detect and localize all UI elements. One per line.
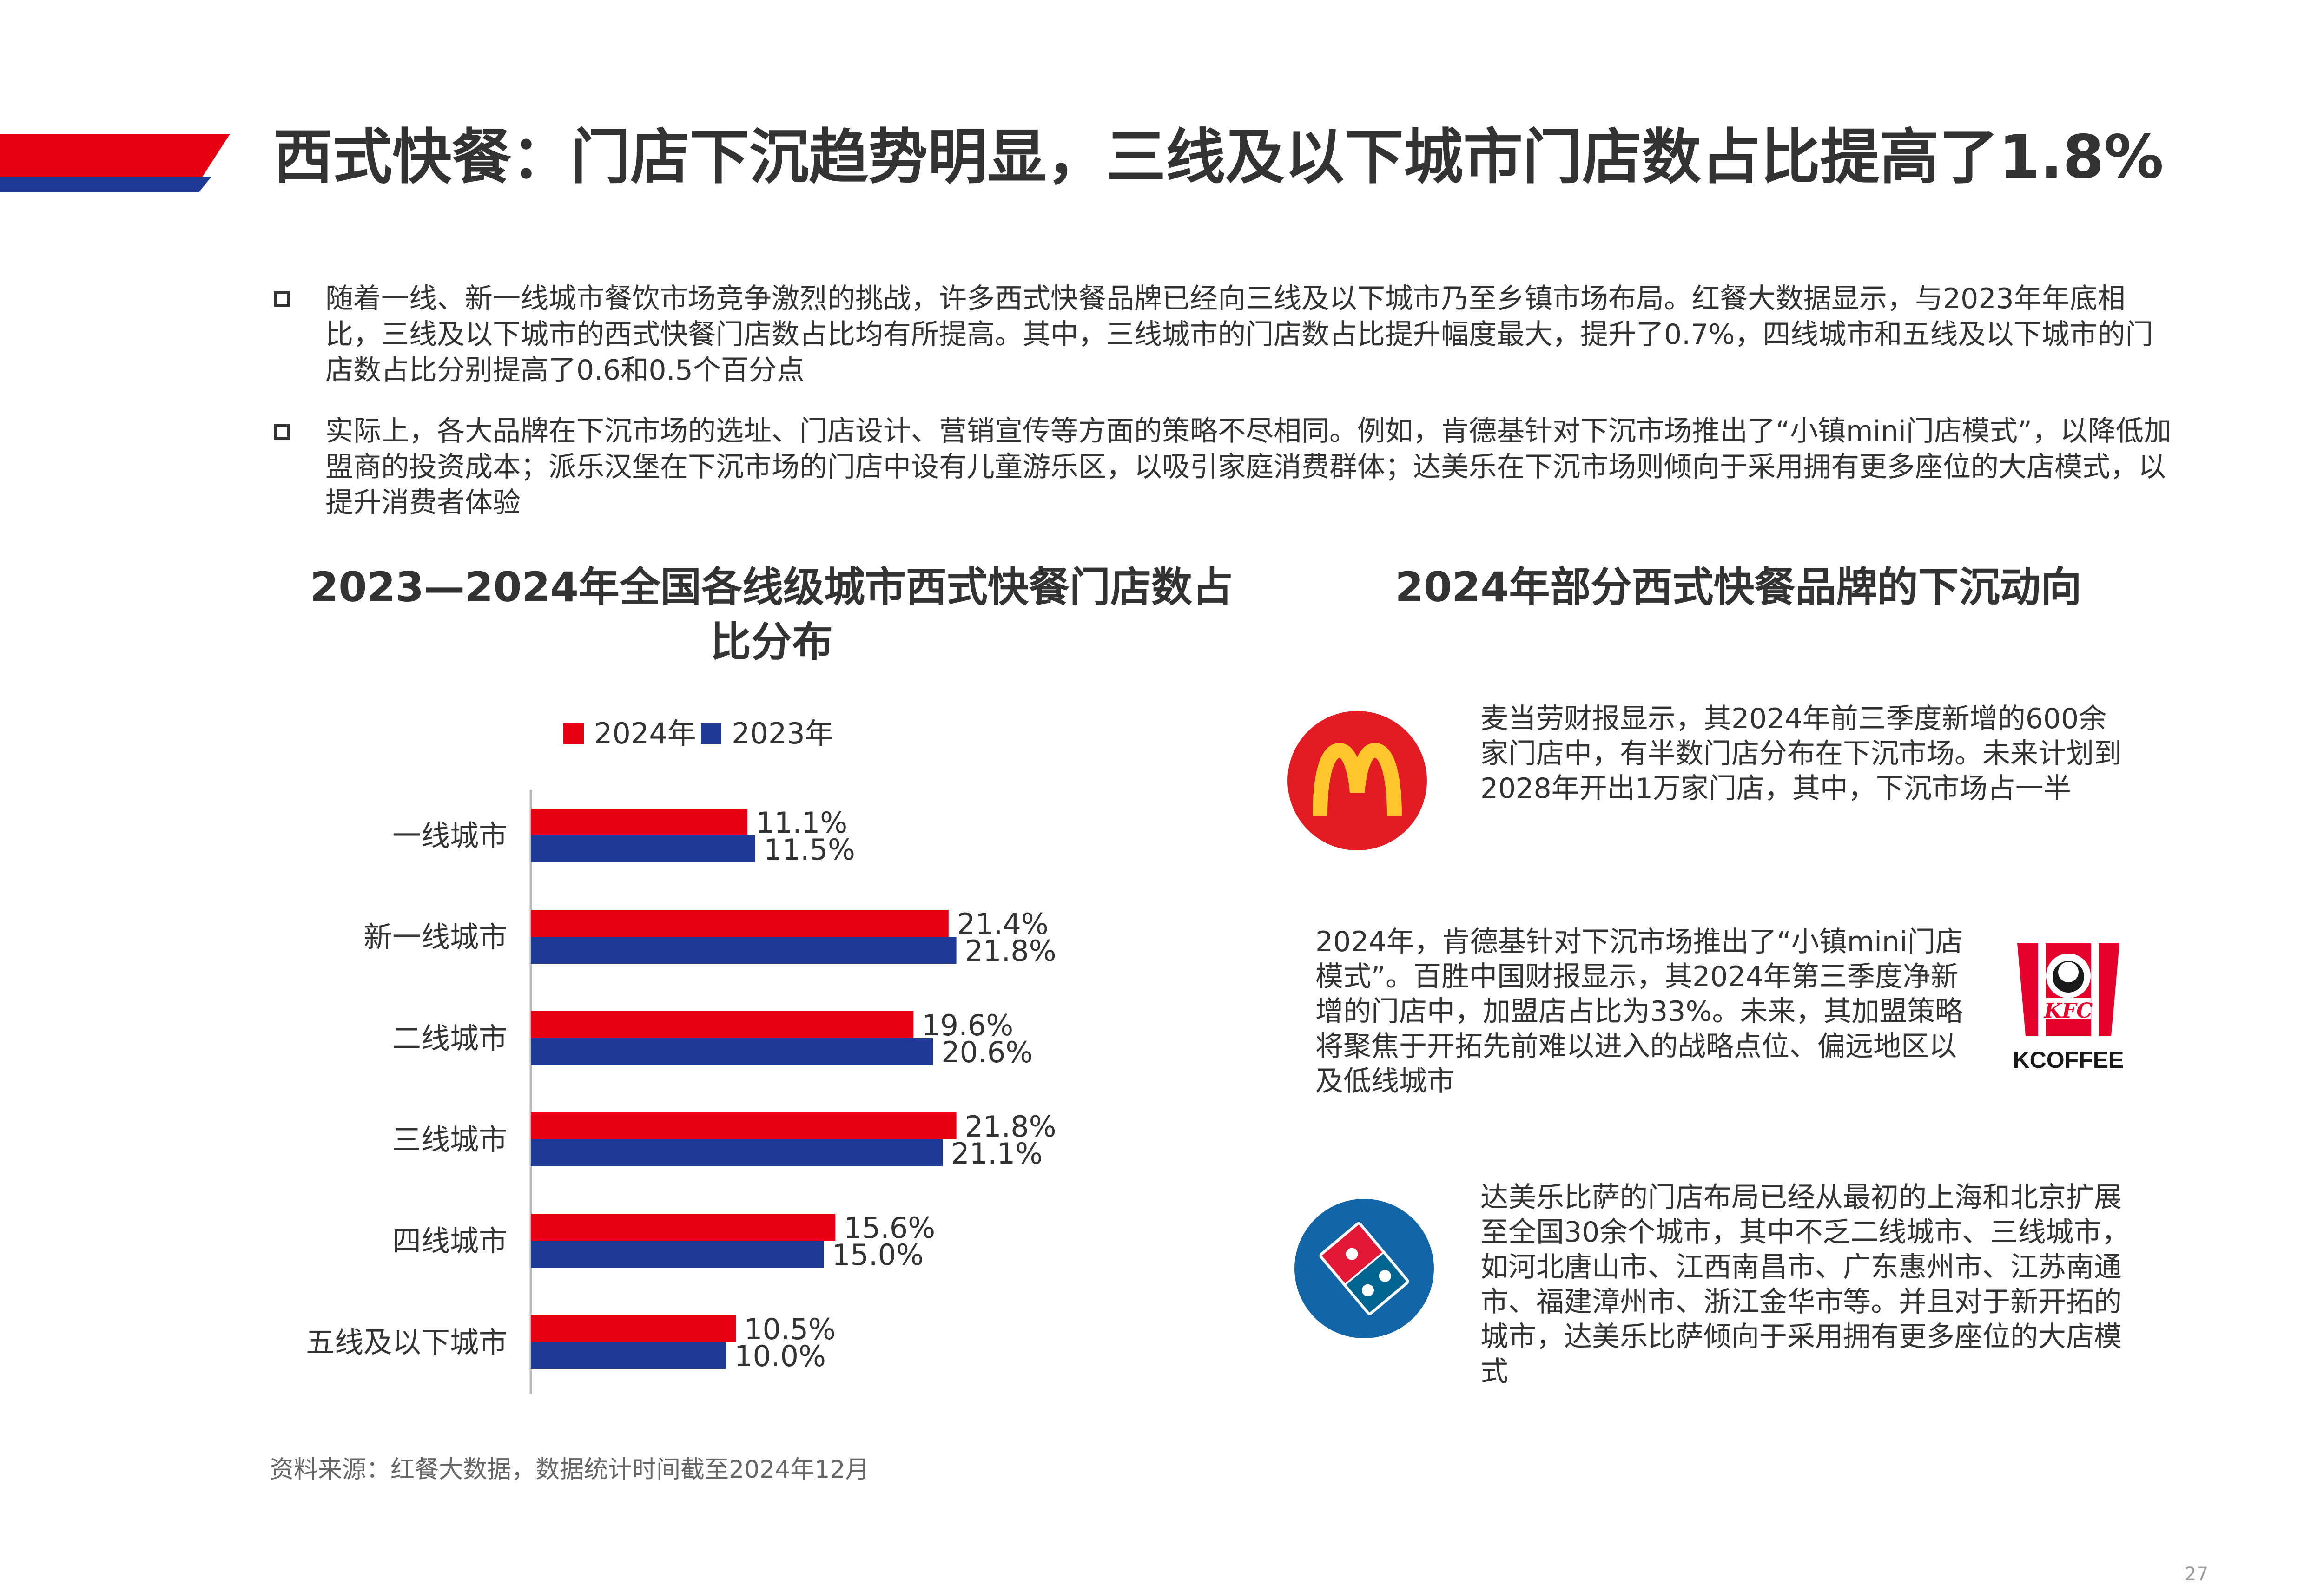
- source-note: 资料来源：红餐大数据，数据统计时间截至2024年12月: [270, 1456, 870, 1484]
- bar-2024: [531, 1214, 836, 1241]
- bar-2023: [531, 835, 755, 862]
- right-section-title: 2024年部分西式快餐品牌的下沉动向: [1395, 563, 2082, 611]
- page-number: 27: [2185, 1564, 2208, 1585]
- data-label: 11.5%: [764, 833, 855, 867]
- data-label: 15.0%: [832, 1238, 924, 1272]
- data-label: 21.8%: [965, 934, 1056, 968]
- kfc-logo-text: KFC: [2044, 999, 2093, 1023]
- bar-2023: [531, 937, 957, 964]
- data-label: 10.5%: [744, 1312, 836, 1346]
- legend-swatch: [563, 723, 584, 744]
- header-banner-red: [0, 134, 230, 177]
- data-label: 21.8%: [965, 1110, 1056, 1144]
- bar-2024: [531, 910, 949, 937]
- category-label: 新一线城市: [363, 920, 508, 954]
- data-label: 21.4%: [957, 907, 1049, 941]
- bar-2023: [531, 1139, 943, 1166]
- page-title: 西式快餐：门店下沉趋势明显，三线及以下城市门店数占比提高了1.8%: [273, 123, 2164, 192]
- legend-swatch: [701, 723, 721, 744]
- bullet-text-1: 随着一线、新一线城市餐饮市场竞争激烈的挑战，许多西式快餐品牌已经向三线及以下城市…: [325, 283, 2153, 387]
- data-label: 21.1%: [951, 1137, 1043, 1171]
- legend-label: 2024年: [594, 717, 696, 750]
- bullet-text-2: 实际上，各大品牌在下沉市场的选址、门店设计、营销宣传等方面的策略不尽相同。例如，…: [325, 415, 2172, 519]
- mcdonalds-text: 麦当劳财报显示，其2024年前三季度新增的600余家门店中，有半数门店分布在下沉…: [1480, 703, 2122, 805]
- category-label: 四线城市: [392, 1224, 508, 1258]
- bar-2023: [531, 1038, 933, 1065]
- data-label: 11.1%: [756, 806, 847, 840]
- legend-label: 2023年: [732, 717, 834, 750]
- dominos-text: 达美乐比萨的门店布局已经从最初的上海和北京扩展至全国30余个城市，其中不乏二线城…: [1480, 1181, 2130, 1388]
- category-label: 二线城市: [392, 1021, 508, 1055]
- header-banner-blue: [0, 177, 211, 192]
- dominos-logo-icon: [1294, 1199, 1434, 1338]
- bullet-square-icon: [274, 291, 290, 307]
- data-label: 15.6%: [844, 1211, 935, 1245]
- data-label: 19.6%: [922, 1008, 1013, 1042]
- data-label: 10.0%: [734, 1339, 826, 1373]
- bar-2024: [531, 1011, 914, 1038]
- kfc-text: 2024年，肯德基针对下沉市场推出了“小镇mini门店模式”。百胜中国财报显示，…: [1315, 926, 1963, 1098]
- category-label: 一线城市: [392, 819, 508, 853]
- bar-2024: [531, 1315, 736, 1342]
- bar-2024: [531, 809, 748, 835]
- kcoffee-logo-text: KCOFFEE: [2013, 1047, 2124, 1073]
- bullet-square-icon: [274, 424, 290, 440]
- chart-title: 2023—2024年全国各线级城市西式快餐门店数占比分布: [310, 563, 1233, 666]
- bar-2024: [531, 1112, 957, 1139]
- bar-2023: [531, 1241, 824, 1268]
- category-label: 三线城市: [392, 1123, 508, 1157]
- data-label: 20.6%: [941, 1035, 1033, 1069]
- category-label: 五线及以下城市: [306, 1325, 508, 1359]
- bar-2023: [531, 1342, 726, 1369]
- kfc-logo-icon: KFC KCOFFEE: [2003, 939, 2133, 1078]
- mcdonalds-logo-icon: [1287, 711, 1427, 850]
